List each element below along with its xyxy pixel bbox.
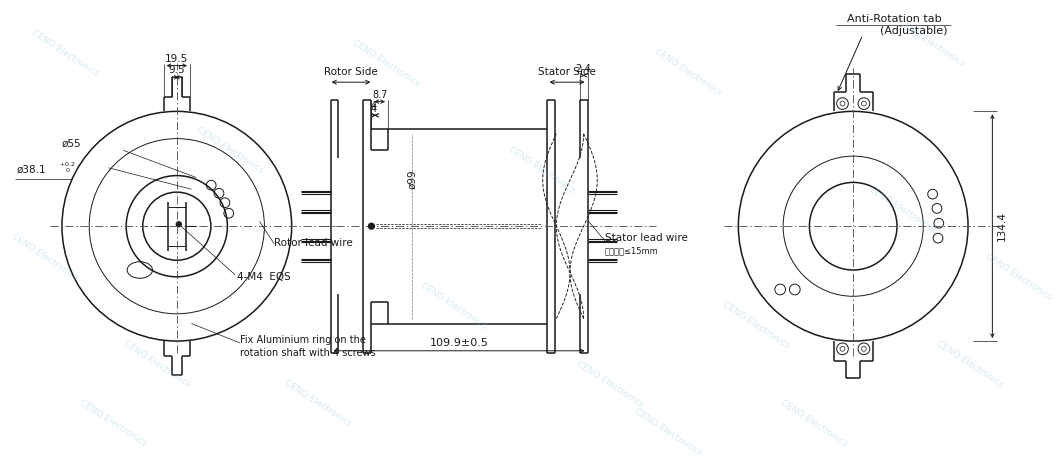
Text: CENO Electronics: CENO Electronics	[351, 38, 421, 88]
Text: Fix Aluminium ring on the: Fix Aluminium ring on the	[240, 335, 366, 345]
Circle shape	[176, 222, 181, 227]
Text: Rotor Side: Rotor Side	[324, 67, 377, 77]
Text: CENO Electronics: CENO Electronics	[30, 28, 100, 78]
Text: ø99: ø99	[407, 169, 418, 189]
Text: Rotor lead wire: Rotor lead wire	[275, 238, 353, 248]
Text: CENO Electronics: CENO Electronics	[122, 339, 193, 389]
Text: CENO Electronics: CENO Electronics	[935, 339, 1005, 389]
Text: CENO Electronics: CENO Electronics	[984, 252, 1054, 302]
Text: CENO Electronics: CENO Electronics	[11, 232, 81, 282]
Text: 109.9±0.5: 109.9±0.5	[429, 338, 489, 348]
Text: CENO Electronics: CENO Electronics	[779, 398, 849, 448]
Circle shape	[369, 223, 374, 229]
Text: CENO Electronics: CENO Electronics	[633, 407, 704, 457]
Text: ø38.1: ø38.1	[16, 165, 46, 175]
Text: CENO Electronics: CENO Electronics	[896, 18, 967, 68]
Text: CENO Electronics: CENO Electronics	[867, 184, 937, 234]
Text: Stator lead wire: Stator lead wire	[605, 233, 688, 243]
Text: $^{+0.2}_{\ \ \ 0}$: $^{+0.2}_{\ \ \ 0}$	[59, 160, 75, 175]
Text: Stator Side: Stator Side	[538, 67, 596, 77]
Text: CENO Electronics: CENO Electronics	[575, 359, 646, 409]
Text: CENO Electronics: CENO Electronics	[78, 398, 148, 448]
Text: CENO Electronics: CENO Electronics	[195, 125, 265, 175]
Text: CENO Electronics: CENO Electronics	[721, 300, 791, 350]
Text: 4-M4  EQS: 4-M4 EQS	[237, 272, 290, 282]
Text: 4: 4	[370, 101, 376, 112]
Text: CENO Electronics: CENO Electronics	[419, 281, 490, 331]
Text: ø55: ø55	[61, 138, 82, 149]
Text: CENO Electronics: CENO Electronics	[283, 378, 353, 428]
Text: 2-4: 2-4	[576, 63, 591, 74]
Text: 19.5: 19.5	[165, 54, 189, 64]
Text: 折弯半径≤15mm: 折弯半径≤15mm	[605, 246, 658, 256]
Text: 9.5: 9.5	[169, 65, 185, 75]
Text: 8.7: 8.7	[372, 90, 387, 100]
Text: CENO Electronics: CENO Electronics	[653, 47, 723, 97]
Text: rotation shaft with 4 screws: rotation shaft with 4 screws	[240, 348, 375, 357]
Text: (Adjustable): (Adjustable)	[881, 26, 948, 37]
Text: 134.4: 134.4	[997, 211, 1007, 241]
Text: Anti-Rotation tab: Anti-Rotation tab	[847, 14, 941, 24]
Text: CENO Electronics: CENO Electronics	[507, 145, 577, 195]
Text: 4: 4	[371, 105, 377, 114]
